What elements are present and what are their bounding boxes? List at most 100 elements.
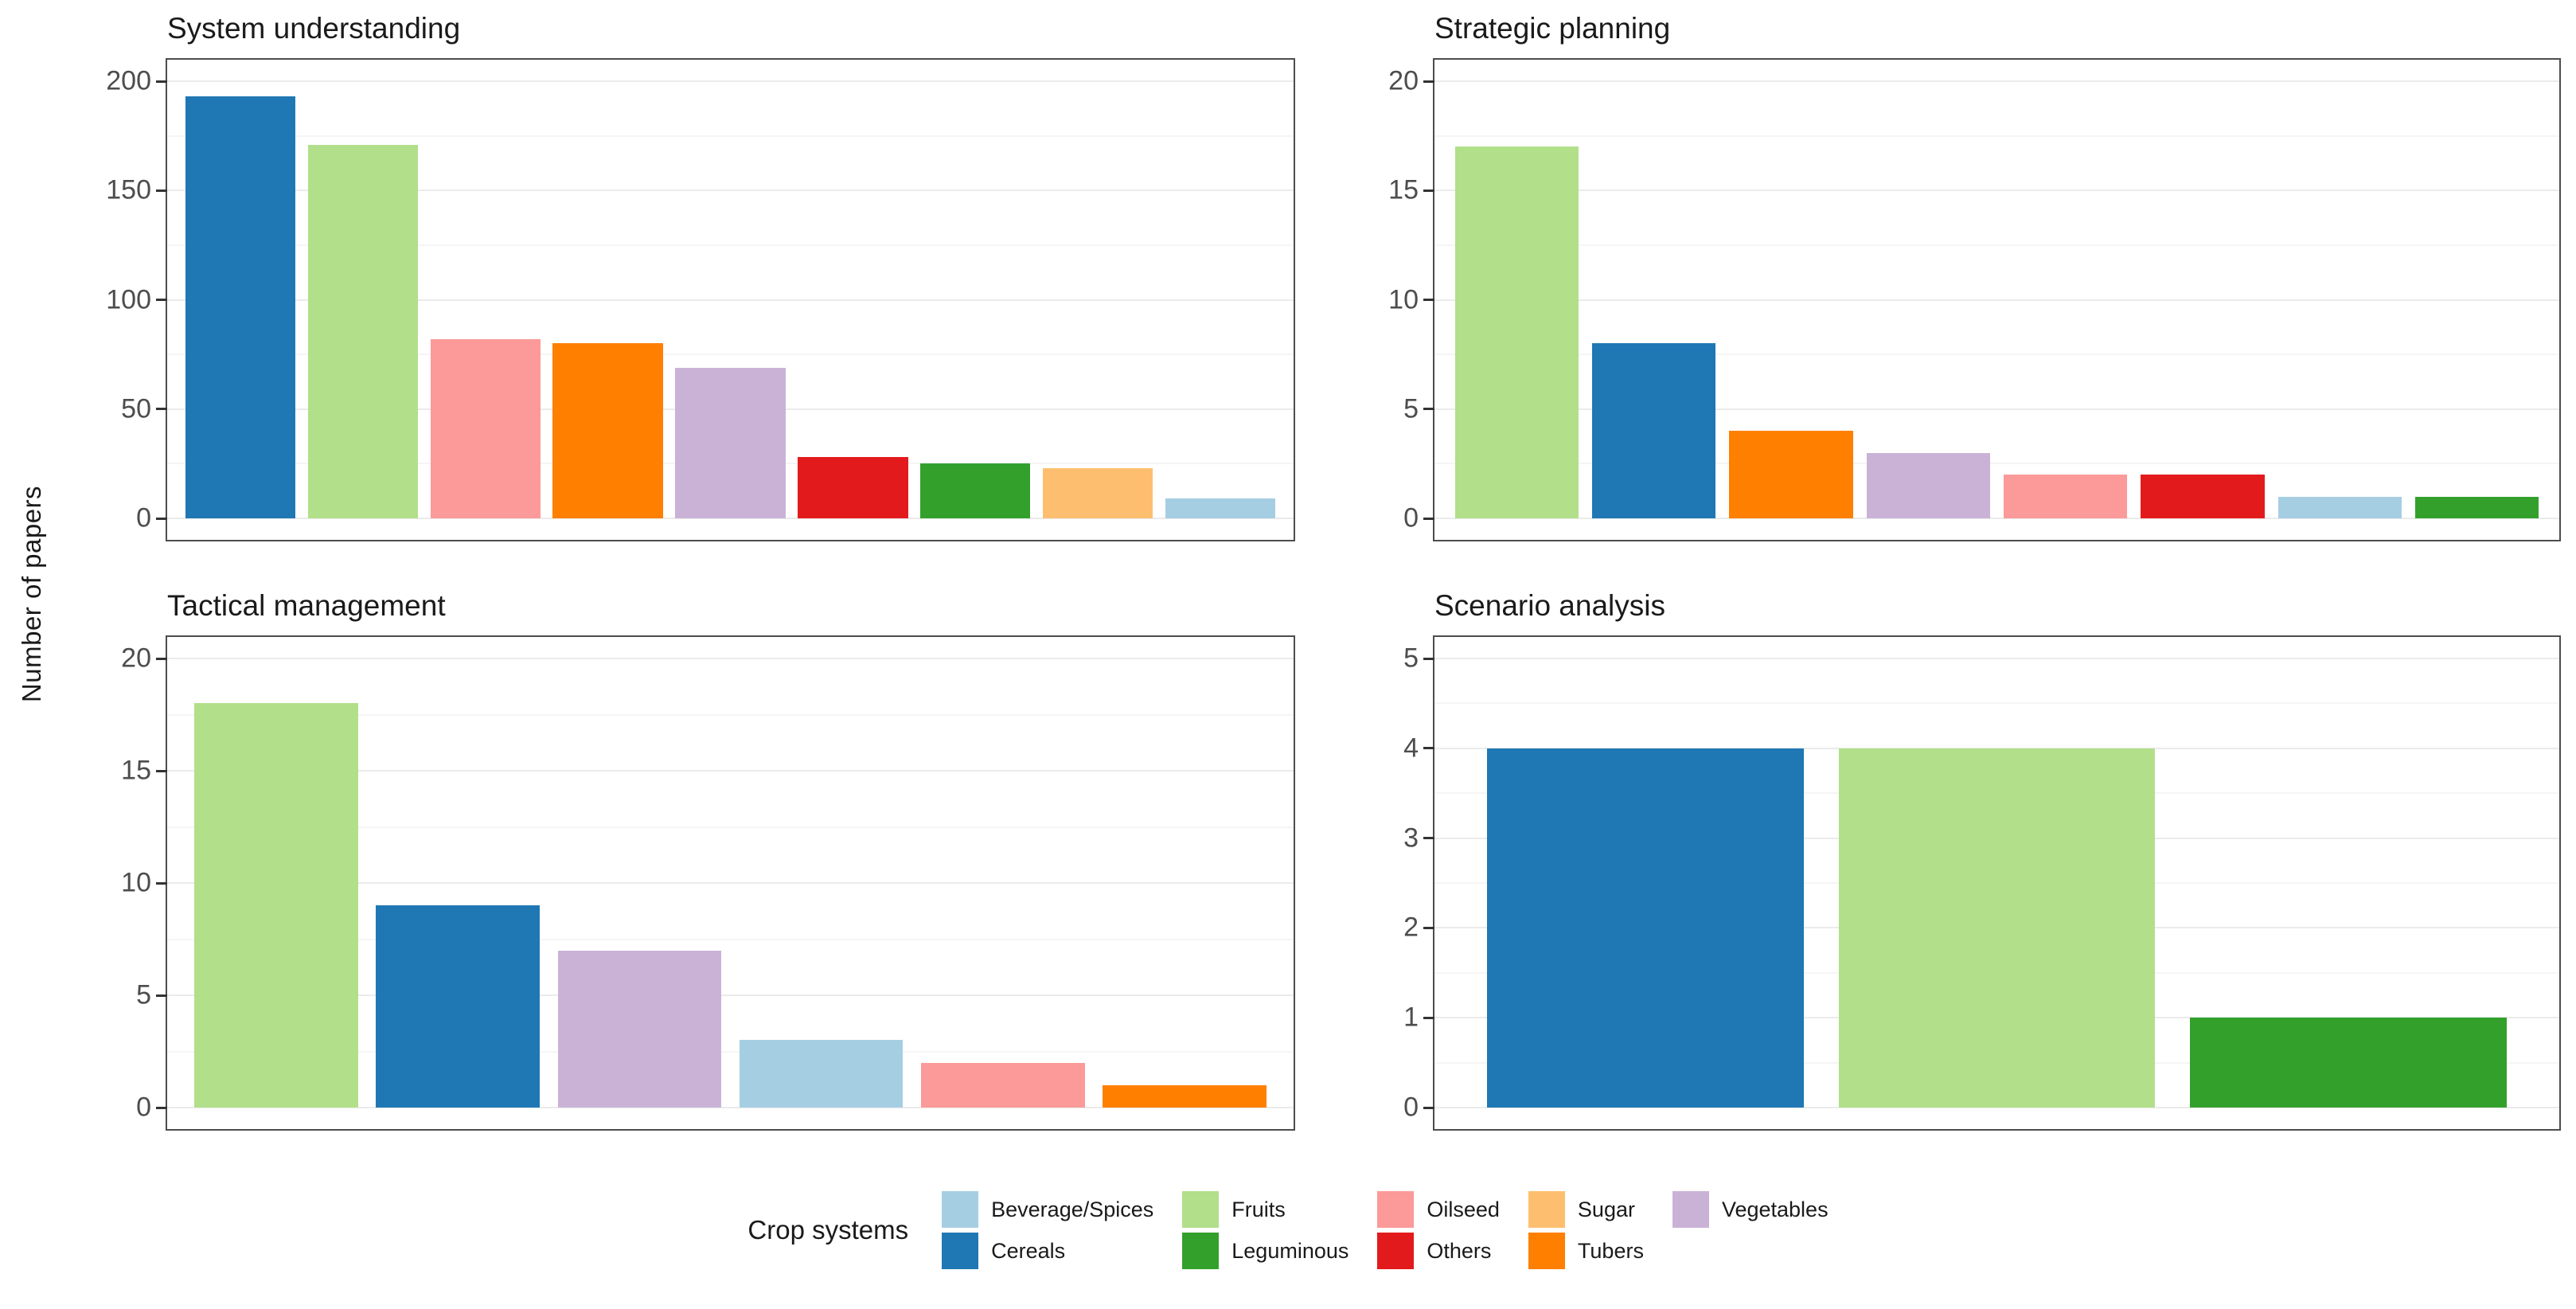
- y-tick-mark: [1423, 517, 1434, 520]
- y-tick-label: 10: [1388, 284, 1419, 315]
- y-tick-label: 0: [136, 502, 151, 533]
- legend-item-beverage-spices: Beverage/Spices: [942, 1191, 1153, 1228]
- gridline-major: [1434, 518, 2559, 519]
- bar-fruits: [1454, 147, 1579, 518]
- bar-vegetables: [557, 950, 722, 1108]
- y-tick-label: 50: [121, 393, 151, 424]
- legend-label: Others: [1427, 1238, 1492, 1263]
- legend-item-others: Others: [1377, 1233, 1500, 1269]
- facet-tactical-management: Tactical management 0 5 10 15 20: [121, 589, 1295, 1131]
- gridline-major: [1434, 190, 2559, 192]
- y-tick-label: 0: [1403, 1092, 1419, 1123]
- y-tick-label: 3: [1403, 823, 1419, 854]
- y-tick-mark: [1423, 189, 1434, 192]
- bar-leguminous: [2415, 496, 2539, 518]
- gridline-minor: [167, 354, 1294, 356]
- legend-label: Tubers: [1577, 1238, 1644, 1263]
- legend-label: Sugar: [1577, 1197, 1635, 1221]
- y-tick-mark: [156, 881, 167, 885]
- y-tick-label: 0: [136, 1092, 151, 1123]
- gridline-minor: [1434, 135, 2559, 137]
- y-tick-label: 0: [1403, 502, 1419, 533]
- y-tick-mark: [1423, 299, 1434, 301]
- gridline-major: [167, 882, 1294, 884]
- y-tick-label: 15: [121, 755, 151, 786]
- gridline-minor: [167, 135, 1294, 137]
- facet-system-understanding: System understanding 0 50 100 150 200: [106, 12, 1295, 541]
- gridline-major: [1434, 1107, 2559, 1108]
- legend-swatch: [942, 1233, 979, 1269]
- legend: Crop systems Beverage/Spices Cereals Fruit…: [0, 1191, 2576, 1269]
- gridline-minor: [167, 713, 1294, 716]
- bar-cereals: [1487, 748, 1804, 1108]
- y-tick-label: 200: [106, 65, 151, 96]
- y-tick-label: 4: [1403, 733, 1419, 764]
- y-tick-label: 5: [136, 979, 151, 1010]
- y-tick-label: 5: [1403, 393, 1419, 424]
- legend-item-oilseed: Oilseed: [1377, 1191, 1500, 1228]
- gridline-major: [167, 1107, 1294, 1108]
- y-tick-mark: [1423, 837, 1434, 840]
- legend-swatch: [1672, 1191, 1709, 1228]
- bar-vegetables: [675, 367, 786, 518]
- bar-fruits: [194, 703, 358, 1108]
- bar-beverage-spices: [2277, 496, 2402, 518]
- gridline-major: [167, 658, 1294, 659]
- gridline-minor: [1434, 244, 2559, 246]
- gridline-major: [167, 299, 1294, 301]
- gridline-minor: [1434, 463, 2559, 465]
- gridline-minor: [167, 244, 1294, 246]
- y-tick-mark: [1423, 657, 1434, 660]
- facet-title: System understanding: [167, 12, 461, 45]
- y-tick-mark: [156, 299, 167, 301]
- bar-beverage-spices: [1165, 498, 1275, 518]
- bar-others: [2141, 475, 2265, 518]
- facet-strategic-planning: Strategic planning 0 5 10 15 20: [1388, 12, 2561, 541]
- legend-swatch: [1377, 1191, 1415, 1228]
- legend-swatch: [1528, 1191, 1565, 1228]
- legend-swatch: [1377, 1233, 1415, 1269]
- legend-item-leguminous: Leguminous: [1182, 1233, 1348, 1269]
- legend-column: Oilseed Others: [1377, 1191, 1500, 1269]
- plot-area: 0 5 10 15 20: [121, 635, 1295, 1131]
- y-tick-label: 5: [1403, 643, 1419, 674]
- bar-oilseed: [921, 1062, 1085, 1108]
- legend-swatch: [942, 1191, 979, 1228]
- legend-label: Leguminous: [1231, 1238, 1349, 1263]
- legend-entries: Beverage/Spices Cereals Fruits Leguminous Oi…: [942, 1191, 1829, 1269]
- y-tick-mark: [156, 1106, 167, 1109]
- facet-title: Scenario analysis: [1434, 589, 1665, 622]
- y-tick-mark: [1423, 1106, 1434, 1109]
- bar-oilseed: [2004, 475, 2128, 518]
- legend-title: Crop systems: [747, 1215, 909, 1245]
- bar-leguminous: [2190, 1018, 2507, 1108]
- legend-swatch: [1528, 1233, 1565, 1269]
- y-tick-mark: [1423, 1016, 1434, 1019]
- y-tick-mark: [156, 769, 167, 772]
- legend-column: Beverage/Spices Cereals: [942, 1191, 1153, 1269]
- bar-fruits: [307, 144, 419, 518]
- bar-tubers: [552, 343, 663, 518]
- gridline-major: [1434, 80, 2559, 82]
- bar-cereals: [1592, 343, 1716, 518]
- gridline-major: [167, 190, 1294, 192]
- facet-title: Strategic planning: [1434, 12, 1671, 45]
- y-tick-mark: [1423, 80, 1434, 83]
- y-axis-title: Number of papers: [17, 485, 46, 703]
- gridline-minor: [167, 826, 1294, 828]
- y-tick-label: 15: [1388, 174, 1419, 205]
- y-tick-label: 2: [1403, 912, 1419, 943]
- legend-label: Beverage/Spices: [991, 1197, 1154, 1221]
- gridline-major: [167, 518, 1294, 519]
- gridline-minor: [1434, 702, 2559, 705]
- legend-label: Fruits: [1231, 1197, 1286, 1221]
- y-tick-mark: [156, 189, 167, 192]
- y-tick-mark: [1423, 926, 1434, 929]
- legend-swatch: [1182, 1233, 1220, 1269]
- legend-item-vegetables: Vegetables: [1672, 1191, 1829, 1228]
- gridline-minor: [1434, 354, 2559, 356]
- gridline-major: [1434, 408, 2559, 410]
- gridline-major: [1434, 658, 2559, 659]
- plot-area: 0 5 10 15 20: [1388, 58, 2561, 541]
